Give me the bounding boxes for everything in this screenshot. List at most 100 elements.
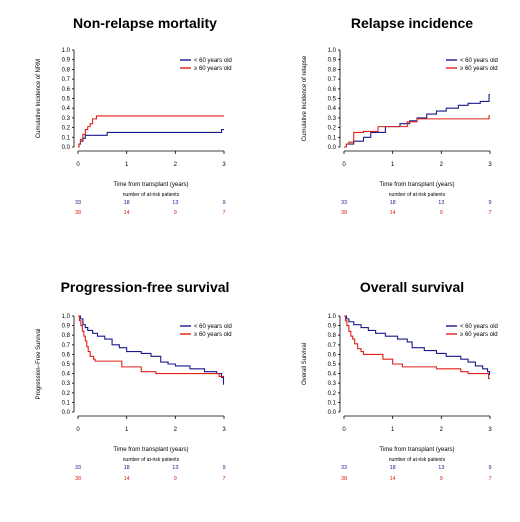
chart-panel-4: Overall survival 0.0 0.1 0.2 0.3 0.4 0.5 0.6 0.7…	[302, 279, 498, 482]
y-tick-label: 0.2	[328, 391, 337, 397]
risk-count: 9	[488, 465, 491, 471]
risk-count: 7	[222, 476, 225, 482]
risk-count: 9	[222, 465, 225, 471]
risk-count: 13	[172, 200, 178, 206]
x-axis-label: Time from transplant (years)	[113, 182, 188, 188]
y-tick-label: 0.3	[328, 116, 337, 122]
risk-table-title: number of at-risk patients	[389, 192, 446, 198]
y-tick-label: 0.3	[62, 381, 71, 387]
risk-count: 18	[124, 200, 130, 206]
y-tick-label: 0.2	[328, 126, 337, 132]
risk-count: 9	[440, 476, 443, 482]
y-tick-label: 0.1	[328, 400, 337, 406]
series-line-under-60	[78, 315, 225, 385]
y-tick-label: 0.1	[328, 135, 337, 141]
y-tick-label: 0.8	[328, 67, 337, 73]
series-line-under-60	[344, 315, 491, 376]
x-tick-label: 1	[391, 162, 395, 168]
chart-title: Overall survival	[360, 279, 464, 295]
x-tick-label: 3	[488, 162, 492, 168]
risk-count: 9	[222, 200, 225, 206]
y-tick-label: 0.6	[62, 87, 71, 93]
x-tick-label: 2	[440, 427, 444, 433]
risk-count: 18	[390, 200, 396, 206]
risk-count: 38	[341, 476, 347, 482]
legend-label: ≥ 60 years old	[194, 66, 232, 72]
y-tick-label: 0.5	[62, 97, 71, 103]
y-tick-label: 0.9	[328, 324, 337, 330]
y-tick-label: 1.0	[62, 48, 71, 54]
y-axis-label: Overall Survival	[302, 343, 308, 385]
legend-label: < 60 years old	[460, 58, 498, 64]
legend-label: ≥ 60 years old	[194, 332, 232, 338]
y-tick-label: 0.9	[62, 58, 71, 64]
risk-count: 9	[174, 210, 177, 216]
risk-count: 9	[488, 200, 491, 206]
x-tick-label: 3	[222, 427, 226, 433]
y-tick-label: 0.4	[62, 106, 71, 112]
risk-count: 13	[438, 465, 444, 471]
y-tick-label: 0.4	[62, 372, 71, 378]
risk-count: 13	[438, 200, 444, 206]
x-tick-label: 3	[488, 427, 492, 433]
x-tick-label: 1	[125, 162, 129, 168]
y-axis-label: Cumulative Incidence of relapse	[302, 55, 308, 141]
x-tick-label: 1	[391, 427, 395, 433]
risk-count: 7	[488, 210, 491, 216]
legend-label: < 60 years old	[194, 58, 232, 64]
risk-table-title: number of at-risk patients	[389, 457, 446, 463]
y-tick-label: 0.5	[328, 362, 337, 368]
series-line-under-60	[78, 128, 224, 148]
chart-title: Relapse incidence	[351, 15, 473, 31]
y-tick-label: 0.4	[328, 106, 337, 112]
y-tick-label: 0.8	[328, 333, 337, 339]
y-tick-label: 0.9	[62, 324, 71, 330]
y-tick-label: 0.5	[328, 97, 337, 103]
y-tick-label: 1.0	[328, 314, 337, 320]
risk-count: 38	[75, 476, 81, 482]
risk-count: 13	[172, 465, 178, 471]
y-tick-label: 0.0	[62, 410, 71, 416]
x-axis-label: Time from transplant (years)	[379, 182, 454, 188]
y-tick-label: 1.0	[62, 314, 71, 320]
y-tick-label: 0.6	[328, 87, 337, 93]
legend-label: ≥ 60 years old	[460, 332, 498, 338]
risk-count: 38	[341, 210, 347, 216]
y-tick-label: 0.8	[62, 333, 71, 339]
series-line-over-60	[344, 315, 490, 379]
y-tick-label: 0.4	[328, 372, 337, 378]
chart-title: Progression-free survival	[61, 279, 230, 295]
risk-count: 14	[124, 210, 130, 216]
risk-count: 33	[341, 465, 347, 471]
y-tick-label: 0.2	[62, 126, 71, 132]
y-tick-label: 0.9	[328, 58, 337, 64]
risk-count: 7	[488, 476, 491, 482]
legend-label: ≥ 60 years old	[460, 66, 498, 72]
x-axis-label: Time from transplant (years)	[379, 447, 454, 453]
y-tick-label: 0.0	[62, 145, 71, 151]
x-axis-label: Time from transplant (years)	[113, 447, 188, 453]
x-tick-label: 0	[76, 427, 80, 433]
y-tick-label: 0.5	[62, 362, 71, 368]
risk-count: 33	[75, 465, 81, 471]
chart-panel-2: Relapse incidence 0.0 0.1 0.2 0.3 0.4 0.5 0.6 0.…	[302, 15, 498, 216]
y-tick-label: 0.6	[328, 352, 337, 358]
legend-label: < 60 years old	[460, 324, 498, 330]
y-tick-label: 0.3	[62, 116, 71, 122]
y-tick-label: 0.0	[328, 145, 337, 151]
x-tick-label: 2	[174, 162, 178, 168]
risk-count: 38	[75, 210, 81, 216]
risk-table-title: number of at-risk patients	[123, 192, 180, 198]
chart-panel-1: Non-relapse mortality 0.0 0.1 0.2 0.3 0.4 0.5 0…	[36, 15, 232, 216]
risk-table-title: number of at-risk patients	[123, 457, 180, 463]
risk-count: 33	[341, 200, 347, 206]
risk-count: 9	[174, 476, 177, 482]
risk-count: 18	[124, 465, 130, 471]
y-tick-label: 0.2	[62, 391, 71, 397]
x-tick-label: 1	[125, 427, 129, 433]
x-tick-label: 0	[342, 427, 346, 433]
series-line-over-60	[78, 315, 224, 378]
risk-count: 14	[124, 476, 130, 482]
